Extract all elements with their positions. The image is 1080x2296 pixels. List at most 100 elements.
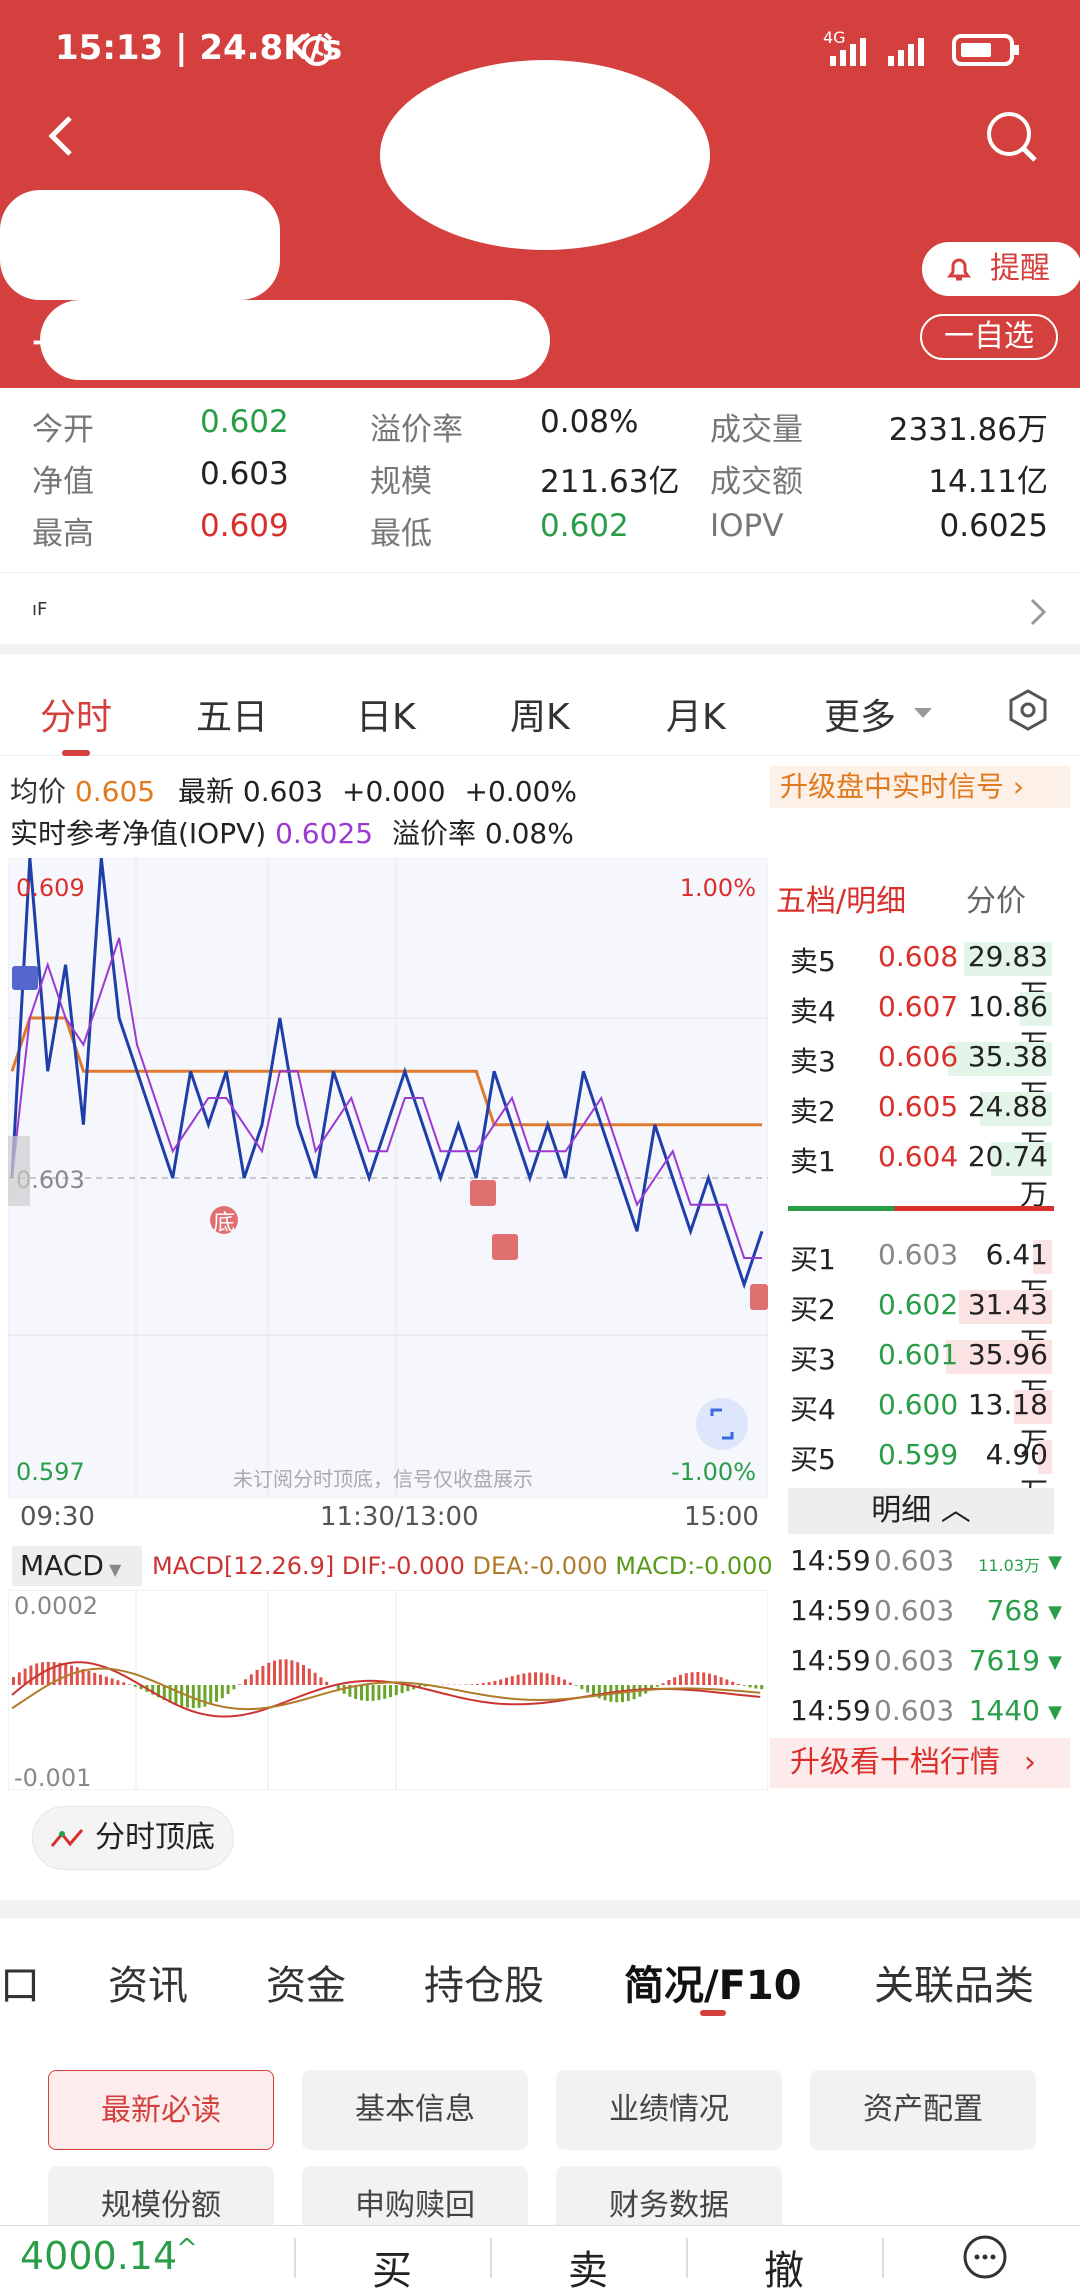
chart-tab[interactable]: 日K [356, 688, 416, 740]
cancel-button[interactable]: 撤 [764, 2238, 804, 2296]
signal-icon [830, 34, 940, 68]
macd-bar [366, 1685, 369, 1701]
macd-bar [540, 1673, 543, 1685]
macd-bar [737, 1684, 740, 1685]
side-handle[interactable] [8, 1136, 30, 1206]
top-bottom-label: 分时顶底 [95, 1820, 215, 1855]
ask-label: 卖3 [790, 1040, 836, 1080]
plus-sign[interactable]: + [30, 322, 59, 362]
buy-button[interactable]: 买 [372, 2238, 412, 2296]
info-chip[interactable]: 最新必读 [48, 2070, 274, 2150]
y-low-label: 0.597 [16, 1458, 85, 1486]
quote-value: 14.11亿 [928, 456, 1048, 501]
buy-marker [492, 1234, 518, 1260]
quote-value: 211.63亿 [540, 456, 679, 501]
upgrade-10-link[interactable]: 升级看十档行情› [770, 1738, 1070, 1788]
macd-bar [401, 1685, 404, 1693]
macd-bar [511, 1676, 514, 1685]
sub-tab[interactable]: 持仓股 [424, 1953, 544, 2011]
info-line-2: 实时参考净值(IOPV) 0.6025 溢价率 0.08% [10, 812, 574, 852]
macd-bar [267, 1663, 270, 1685]
macd-selector[interactable]: MACD ▼ [12, 1546, 142, 1586]
macd-bar [395, 1685, 398, 1695]
macd-bar [128, 1684, 131, 1685]
chart-tab[interactable]: 分时 [40, 688, 112, 740]
bid-label: 买4 [790, 1388, 836, 1428]
orderbook-tab-price[interactable]: 分价 [966, 876, 1026, 920]
chart-tab[interactable]: 月K [666, 688, 726, 740]
index-value[interactable]: 4000.14 [20, 2234, 177, 2278]
ask-price: 0.607 [878, 990, 958, 1023]
pct-high-label: 1.00% [680, 874, 756, 902]
upgrade-signal-link[interactable]: 升级盘中实时信号 › [770, 766, 1070, 808]
sub-tab[interactable]: 口 [0, 1953, 40, 2011]
sell-button[interactable]: 卖 [568, 2238, 608, 2296]
macd-bar [244, 1679, 247, 1685]
sub-tab[interactable]: 资讯 [108, 1953, 188, 2011]
divider [882, 2238, 884, 2278]
back-icon[interactable] [44, 112, 78, 160]
info-chip[interactable]: 业绩情况 [556, 2070, 782, 2150]
chart-tab[interactable]: 周K [510, 688, 570, 740]
macd-bar [488, 1682, 491, 1685]
tick-time: 14:59 [790, 1594, 871, 1627]
macd-bar [720, 1677, 723, 1685]
buy-marker [470, 1180, 496, 1206]
chart-tab[interactable]: 更多 [824, 688, 896, 740]
chat-icon[interactable] [962, 2234, 1008, 2280]
ask-label: 卖4 [790, 990, 836, 1030]
macd-bar [372, 1685, 375, 1701]
macd-bar [232, 1685, 235, 1689]
notice-row[interactable]: ıF [0, 572, 1080, 654]
detail-bar[interactable]: 明细 ︿ [788, 1488, 1054, 1534]
quote-value: 0.602 [200, 404, 289, 440]
sub-tab[interactable]: 资金 [266, 1953, 346, 2011]
subtab-underline [700, 2010, 726, 2016]
chevron-right-icon: › [1024, 1745, 1036, 1780]
macd-bar [180, 1685, 183, 1706]
tick-volume: 11.03万 [978, 1552, 1040, 1576]
ask-label: 卖2 [790, 1090, 836, 1130]
macd-bar [627, 1685, 630, 1701]
macd-bar [314, 1673, 317, 1685]
quote-label: 规模 [370, 456, 432, 501]
tick-price: 0.603 [874, 1694, 954, 1727]
chevron-right-icon: › [1004, 770, 1024, 803]
remind-label: 提醒 [990, 251, 1050, 286]
change-pct: +0.00% [465, 775, 577, 808]
info-chip[interactable]: 基本信息 [302, 2070, 528, 2150]
settings-icon[interactable] [1006, 688, 1050, 732]
macd-bar [12, 1677, 15, 1685]
macd-bar [250, 1674, 253, 1685]
quote-label: 成交额 [710, 456, 803, 501]
latest-label: 最新 [178, 775, 234, 808]
bottom-marker: 底 [213, 1211, 235, 1236]
macd-bar [743, 1685, 746, 1686]
tick-time: 14:59 [790, 1644, 871, 1677]
ask-price: 0.606 [878, 1040, 958, 1073]
expand-icon[interactable] [696, 1398, 748, 1450]
macd-bar [493, 1681, 496, 1685]
premium-value: 0.08% [485, 817, 574, 850]
sub-tab[interactable]: 简况/F10 [624, 1953, 802, 2011]
info-line-1: 均价 0.605 最新 0.603 +0.000 +0.00% [10, 770, 577, 810]
watchlist-button[interactable]: 一自选 [920, 314, 1058, 360]
info-chip[interactable]: 资产配置 [810, 2070, 1036, 2150]
chart-tab[interactable]: 五日 [196, 688, 268, 740]
macd-bar [534, 1672, 537, 1685]
sub-tab[interactable]: 关联品类 [874, 1953, 1034, 2011]
orderbook-tab-active[interactable]: 五档/明细 [776, 876, 906, 920]
macd-bar [685, 1673, 688, 1685]
search-icon[interactable] [985, 110, 1039, 164]
intraday-chart[interactable]: 底 0.609 0.603 0.597 1.00% -1.00% 未订阅分时顶底… [8, 858, 768, 1498]
